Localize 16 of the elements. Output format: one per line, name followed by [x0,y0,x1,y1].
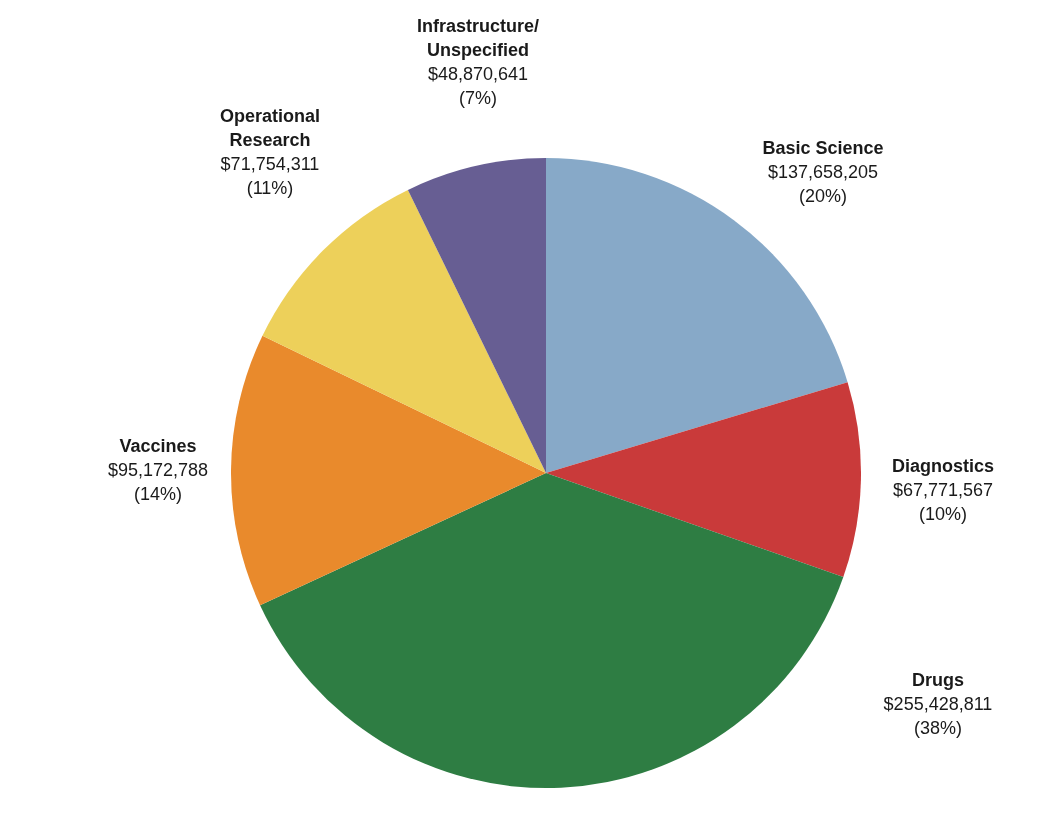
data-label: $71,754,311 (11%) [220,154,320,198]
data-label: $67,771,567 (10%) [892,480,994,524]
pie-slice [231,335,546,606]
data-label: $137,658,205 (20%) [767,162,879,206]
data-label: $95,172,788 (14%) [107,460,209,504]
slice-label: Basic Science [762,138,884,158]
slice-label: Vaccines [119,436,197,456]
slice-label: Infrastructure/ Unspecified [416,16,540,60]
slice-label: Diagnostics [891,456,995,476]
pie-slice [407,158,546,473]
data-label: $48,870,641 (7%) [427,64,529,108]
slice-label: Drugs [911,670,965,690]
pie-slice [546,382,861,578]
pie-slice [260,473,844,788]
data-label: $255,428,811 (38%) [883,694,993,738]
slice-label: Operational Research [219,106,321,150]
